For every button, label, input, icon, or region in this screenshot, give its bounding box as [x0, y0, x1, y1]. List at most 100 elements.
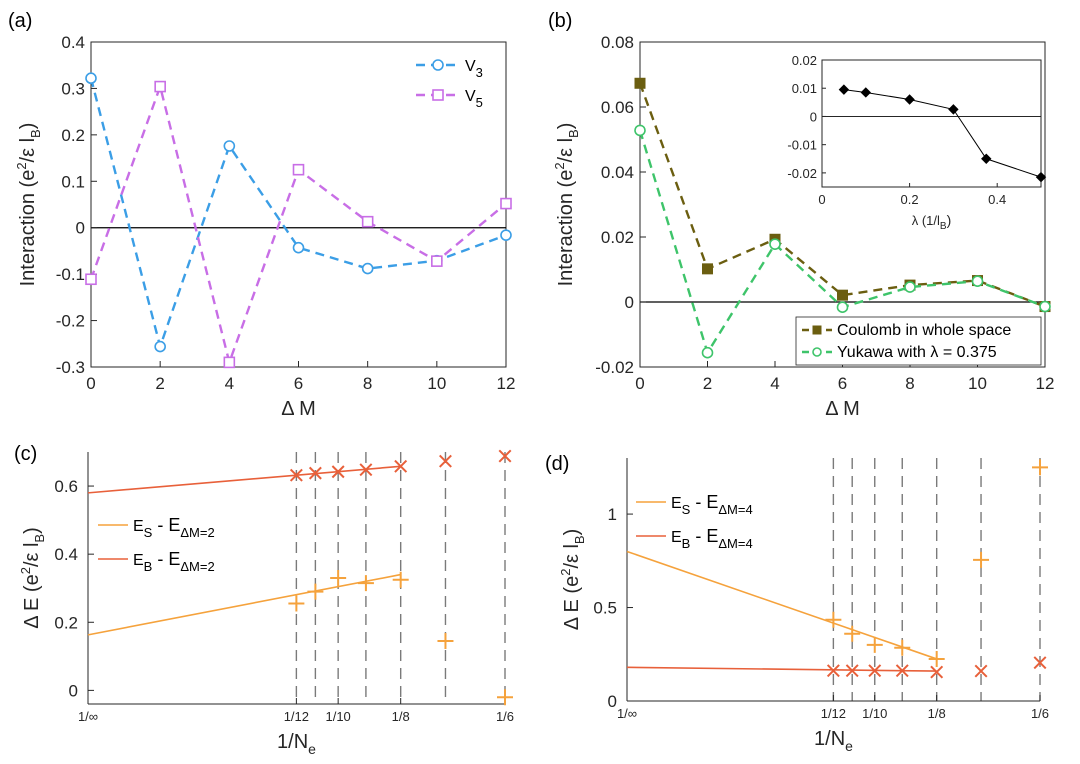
data-point [357, 575, 374, 592]
x-tick-label: 1/6 [1031, 706, 1049, 721]
panel-label-d: (d) [545, 453, 569, 475]
fit-line-0 [87, 573, 401, 636]
data-point [702, 263, 713, 275]
ylabel-sub: B [32, 534, 47, 543]
ylabel-text: Interaction (e [555, 170, 577, 287]
ylabel-sub: B [566, 129, 581, 138]
data-point [361, 215, 374, 228]
data-point [866, 636, 883, 653]
data-point [844, 625, 861, 642]
legend-sub: S [682, 502, 691, 517]
legend-sub: B [682, 536, 691, 551]
legend-marker [812, 347, 822, 357]
ylabel-text: Δ E (e [561, 576, 583, 631]
data-point [634, 77, 646, 89]
ylabel-end: ) [21, 527, 43, 534]
y-tick-label: 0 [69, 681, 78, 700]
y-axis-label: Δ E (e2/ε lB) [558, 529, 587, 631]
data-point [497, 689, 513, 706]
data-point [431, 255, 443, 267]
inset-point [860, 87, 872, 98]
xlabel-sub: e [308, 741, 316, 757]
x-axis-label: Δ M [281, 398, 315, 420]
y-axis-label: Interaction (e2/ε lB) [552, 123, 581, 287]
data-point [904, 281, 916, 293]
series-line-1 [89, 82, 507, 367]
legend-sub: 5 [476, 95, 483, 110]
data-point [928, 650, 945, 667]
y-tick-label: 1 [608, 505, 617, 524]
data-point [825, 611, 842, 628]
data-point [292, 241, 305, 254]
x-tick-label: 1/12 [284, 709, 309, 724]
legend-sub: B [144, 559, 153, 574]
y-tick-label: 0.4 [61, 33, 85, 52]
legend-label: EB - EΔM=4 [671, 526, 753, 551]
ylabel-mid: /ε l [17, 138, 39, 162]
data-point [701, 346, 714, 359]
panel-label-b: (b) [548, 10, 572, 32]
data-point [974, 664, 988, 678]
y-tick-label: 0.4 [54, 545, 78, 564]
y-tick-label: -0.2 [56, 312, 85, 331]
inset-x-tick-label: 0.2 [901, 192, 919, 207]
data-point [930, 665, 944, 679]
ylabel-sub: B [28, 129, 43, 138]
data-point [837, 289, 848, 301]
data-point [973, 551, 990, 568]
fit-line-1 [626, 666, 937, 672]
x-tick-label: 12 [1036, 374, 1055, 393]
ylabel-text: Interaction (e [17, 170, 39, 287]
legend-text: E [671, 529, 682, 546]
ylabel-sup: 2 [558, 569, 573, 576]
legend-sub2: ΔM=4 [718, 536, 752, 551]
data-point [634, 124, 646, 137]
data-point [1032, 459, 1048, 476]
data-point [895, 664, 909, 678]
data-point [361, 262, 374, 275]
legend-sub2: ΔM=2 [180, 525, 214, 540]
ylabel-mid: /ε l [561, 544, 583, 568]
fit-line-0 [626, 550, 937, 660]
ylabel-end: ) [555, 123, 577, 130]
legend-label: Coulomb in whole space [837, 322, 1011, 339]
inset-y-tick-label: -0.01 [787, 138, 817, 153]
x-tick-label: 8 [363, 374, 372, 393]
x-axis-label: Δ M [825, 398, 859, 420]
y-tick-label: 0 [608, 692, 617, 711]
y-axis-label: Δ E (e2/ε lB) [18, 527, 47, 629]
x-tick-label: 6 [838, 374, 847, 393]
y-tick-label: 0.5 [593, 599, 617, 618]
legend-mid: - E [152, 549, 180, 569]
inset-point [981, 153, 992, 164]
x-tick-label: 10 [968, 374, 987, 393]
legend-text: E [671, 495, 682, 512]
data-point [359, 463, 373, 477]
legend-sub: S [144, 525, 153, 540]
inset-y-tick-label: -0.02 [787, 166, 817, 181]
x-tick-label: 1/∞ [78, 709, 98, 724]
data-point [330, 570, 347, 586]
data-point [845, 664, 859, 678]
panel-label-a: (a) [8, 10, 32, 32]
fit-line-1 [87, 465, 401, 494]
data-point [1033, 656, 1047, 670]
data-point [85, 273, 97, 286]
data-point [836, 301, 849, 314]
x-tick-label: 12 [497, 374, 516, 393]
legend-sub: 3 [476, 65, 483, 80]
x-tick-label: 8 [905, 374, 914, 393]
legend-label: Yukawa with λ = 0.375 [837, 344, 997, 361]
data-point [85, 72, 97, 85]
legend-marker [432, 89, 444, 101]
y-tick-label: -0.1 [56, 265, 85, 284]
y-tick-label: 0.3 [61, 79, 85, 98]
ylabel-sup: 2 [552, 162, 567, 169]
data-point [292, 163, 305, 176]
x-tick-label: 1/10 [325, 709, 350, 724]
legend-label: V5 [465, 88, 483, 110]
x-tick-label: 0 [86, 374, 95, 393]
y-tick-label: 0.1 [61, 172, 85, 191]
inset-xlabel-end: ) [947, 212, 952, 228]
panel-label-c: (c) [14, 443, 37, 465]
